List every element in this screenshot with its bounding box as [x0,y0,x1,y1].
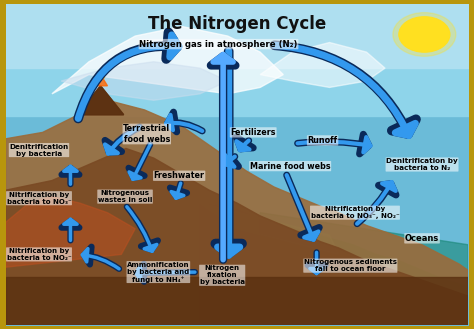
Polygon shape [52,26,283,94]
Polygon shape [96,71,105,78]
Polygon shape [77,86,124,115]
Text: Nitrification by
bacteria to NO₂⁻: Nitrification by bacteria to NO₂⁻ [7,248,72,261]
Text: The Nitrogen Cycle: The Nitrogen Cycle [148,15,326,33]
Text: Terrestrial
food webs: Terrestrial food webs [123,124,170,144]
Text: Nitrification by
bacteria to NO₃⁻, NO₂⁻: Nitrification by bacteria to NO₃⁻, NO₂⁻ [310,206,399,219]
Polygon shape [200,203,468,325]
Polygon shape [6,277,468,325]
Text: Denitrification by
bacteria to N₂: Denitrification by bacteria to N₂ [386,158,458,171]
Polygon shape [200,203,339,254]
Text: Nitrogen gas in atmosphere (N₂): Nitrogen gas in atmosphere (N₂) [139,39,298,49]
Text: Freshwater: Freshwater [154,171,205,180]
Text: Ammonification
by bacteria and
fungi to NH₄⁺: Ammonification by bacteria and fungi to … [127,262,190,283]
Text: Nitrogenous sediments
fall to ocean floor: Nitrogenous sediments fall to ocean floo… [304,259,397,272]
Circle shape [399,17,450,52]
Polygon shape [6,197,135,267]
Text: Nitrogenous
wastes in soil: Nitrogenous wastes in soil [98,190,152,203]
Polygon shape [6,100,468,325]
Polygon shape [260,213,468,325]
Text: Nitrification by
bacteria to NO₃⁻: Nitrification by bacteria to NO₃⁻ [7,192,72,205]
Text: Runoff: Runoff [308,136,337,145]
Circle shape [393,13,456,56]
Polygon shape [93,75,108,86]
Text: Marine food webs: Marine food webs [250,162,330,171]
Polygon shape [260,42,385,88]
Text: Fertilizers: Fertilizers [230,128,276,137]
Polygon shape [61,62,228,100]
Text: Denitrification
by bacteria: Denitrification by bacteria [9,143,69,157]
Text: Nitrogen
fixation
by bacteria: Nitrogen fixation by bacteria [200,265,245,285]
Text: Oceans: Oceans [405,234,439,243]
Polygon shape [6,148,468,325]
Polygon shape [77,86,124,115]
